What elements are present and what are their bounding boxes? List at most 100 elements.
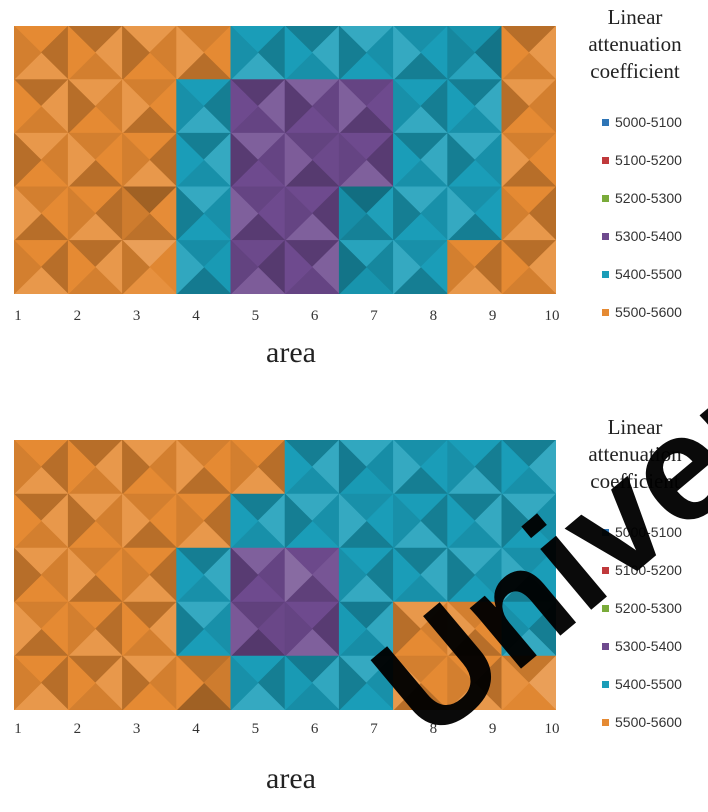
x-tick-label: 5 (251, 721, 260, 737)
contour-cell (122, 132, 150, 188)
contour-cell (14, 493, 42, 549)
contour-cell (447, 493, 476, 549)
x-tick-label: 2 (73, 721, 82, 737)
contour-cell (284, 493, 313, 549)
contour-cell (176, 655, 205, 710)
contour-cell (284, 601, 313, 657)
x-tick-label: 3 (132, 721, 141, 737)
contour-cell (176, 78, 205, 134)
contour-cell (447, 132, 476, 188)
contour-cell (230, 78, 259, 134)
x-tick-label: 7 (370, 721, 378, 737)
contour-cell (338, 239, 367, 294)
legend-swatch (602, 194, 609, 202)
contour-cell (501, 547, 530, 603)
legend-items: 5000-5100 5100-5200 5200-5300 5300-5400 5400… (574, 103, 708, 331)
contour-cell (393, 655, 421, 710)
contour-cell (176, 547, 205, 603)
contour-cell (284, 655, 313, 710)
contour-surface (14, 26, 556, 294)
legend-item: 5400-5500 (574, 665, 708, 703)
contour-cell (284, 26, 313, 81)
x-axis-label: area (266, 762, 316, 795)
legend-item: 5000-5100 (574, 103, 708, 141)
legend-label: 5300-5400 (615, 228, 682, 244)
contour-cell (122, 601, 150, 657)
legend-item: 5300-5400 (574, 627, 708, 665)
contour-cell (230, 26, 259, 81)
x-tick-label: 4 (192, 721, 200, 737)
contour-cell (230, 186, 259, 242)
x-tick-label: 9 (488, 308, 497, 324)
contour-cell (14, 26, 42, 81)
contour-cell (230, 440, 259, 495)
contour-cell (176, 601, 205, 657)
legend-item: 5200-5300 (574, 179, 708, 217)
contour-cell (122, 655, 150, 710)
contour-cell (393, 239, 421, 294)
legend-swatch (602, 566, 609, 574)
contour-cell (230, 655, 259, 710)
x-axis-label: area (266, 336, 316, 369)
legend-swatch (602, 232, 609, 240)
contour-cell (67, 547, 96, 603)
legend-label: 5200-5300 (615, 190, 682, 206)
legend-label: 5500-5600 (615, 304, 682, 320)
contour-cell (67, 493, 96, 549)
chart-panel-top: 1 2 3 4 5 6 7 8 9 10 area Linear attenuation coef… (0, 0, 708, 400)
legend-item: 5100-5200 (574, 141, 708, 179)
contour-cell (14, 79, 42, 134)
contour-cell (501, 655, 530, 710)
legend-item: 5100-5200 (574, 551, 708, 589)
contour-cell (501, 440, 530, 495)
contour-cell (122, 186, 150, 242)
contour-cell (14, 440, 42, 495)
legend-swatch (602, 604, 609, 612)
contour-cell (122, 440, 150, 495)
contour-cell (14, 239, 42, 294)
x-tick-label: 10 (544, 308, 560, 324)
contour-cell (122, 26, 150, 81)
legend-label: 5000-5100 (615, 524, 682, 540)
contour-cell (230, 547, 259, 603)
contour-cell (447, 601, 476, 657)
legend-swatch (602, 642, 609, 650)
contour-cell (501, 186, 530, 242)
contour-cell (447, 547, 476, 603)
contour-cell (393, 493, 421, 549)
legend-item: 5000-5100 (574, 513, 708, 551)
contour-cell (230, 493, 259, 549)
contour-cell (338, 440, 367, 495)
contour-cell (67, 440, 96, 495)
contour-cell (176, 132, 205, 188)
contour-cell (67, 26, 96, 81)
x-tick-label: 6 (310, 721, 319, 737)
legend-label: 5200-5300 (615, 600, 682, 616)
legend-item: 5500-5600 (574, 293, 708, 331)
contour-cell (14, 601, 42, 657)
contour-cell (122, 493, 150, 549)
legend: Linear attenuation coefficient 5000-5100… (574, 414, 708, 741)
legend-swatch (602, 308, 609, 316)
legend: Linear attenuation coefficient 5000-5100… (574, 4, 708, 331)
x-tick-label: 2 (73, 308, 82, 324)
contour-cell (122, 547, 150, 603)
contour-cell (393, 601, 421, 657)
contour-cell (338, 493, 367, 549)
x-tick-label: 4 (192, 308, 200, 324)
legend-swatch (602, 718, 609, 726)
contour-cell (393, 186, 421, 242)
contour-cell (230, 601, 259, 657)
contour-cell (338, 655, 367, 710)
contour-cell (230, 132, 259, 188)
contour-cell (393, 78, 421, 134)
contour-cell (393, 26, 421, 81)
legend-item: 5200-5300 (574, 589, 708, 627)
contour-cell (284, 186, 313, 242)
legend-swatch (602, 270, 609, 278)
contour-cell (67, 78, 96, 134)
contour-cell (176, 186, 205, 242)
contour-cell (176, 26, 205, 81)
x-tick-label: 3 (132, 308, 141, 324)
contour-cell (284, 239, 313, 294)
